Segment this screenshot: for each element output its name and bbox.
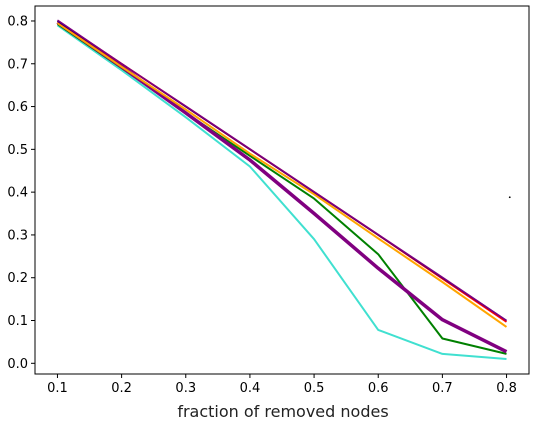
y-tick-label: 0.4 bbox=[7, 186, 28, 201]
y-tick-label: 0.3 bbox=[7, 228, 28, 243]
y-tick-label: 0.2 bbox=[7, 271, 28, 286]
series-line-1 bbox=[56, 24, 507, 360]
y-tick-label: 0.6 bbox=[7, 100, 28, 115]
plot-frame bbox=[34, 5, 530, 375]
series-layer bbox=[56, 19, 508, 360]
y-axis: 0.0 0.1 0.2 0.3 0.4 0.5 0.6 0.7 0.8 bbox=[7, 14, 35, 372]
x-tick-label: 0.1 bbox=[47, 381, 68, 396]
y-tick-label: 0.1 bbox=[7, 314, 28, 329]
y-tick-label: 0.0 bbox=[7, 357, 28, 372]
x-tick-label: 0.8 bbox=[496, 381, 517, 396]
x-tick-label: 0.3 bbox=[175, 381, 196, 396]
x-tick-label: 0.4 bbox=[240, 381, 261, 396]
x-tick-label: 0.7 bbox=[432, 381, 453, 396]
marker-layer bbox=[508, 196, 511, 199]
x-tick-label: 0.2 bbox=[111, 381, 132, 396]
point-marker-1 bbox=[508, 196, 511, 199]
y-tick-label: 0.8 bbox=[7, 14, 28, 29]
series-line-4 bbox=[56, 22, 508, 328]
x-axis: 0.1 0.2 0.3 0.4 0.5 0.6 0.7 0.8 bbox=[47, 374, 517, 396]
x-tick-label: 0.6 bbox=[368, 381, 389, 396]
x-tick-label: 0.5 bbox=[304, 381, 325, 396]
x-axis-title: fraction of removed nodes bbox=[177, 402, 388, 421]
y-tick-label: 0.5 bbox=[7, 143, 28, 158]
y-tick-label: 0.7 bbox=[7, 57, 28, 72]
series-line-7 bbox=[57, 19, 507, 322]
